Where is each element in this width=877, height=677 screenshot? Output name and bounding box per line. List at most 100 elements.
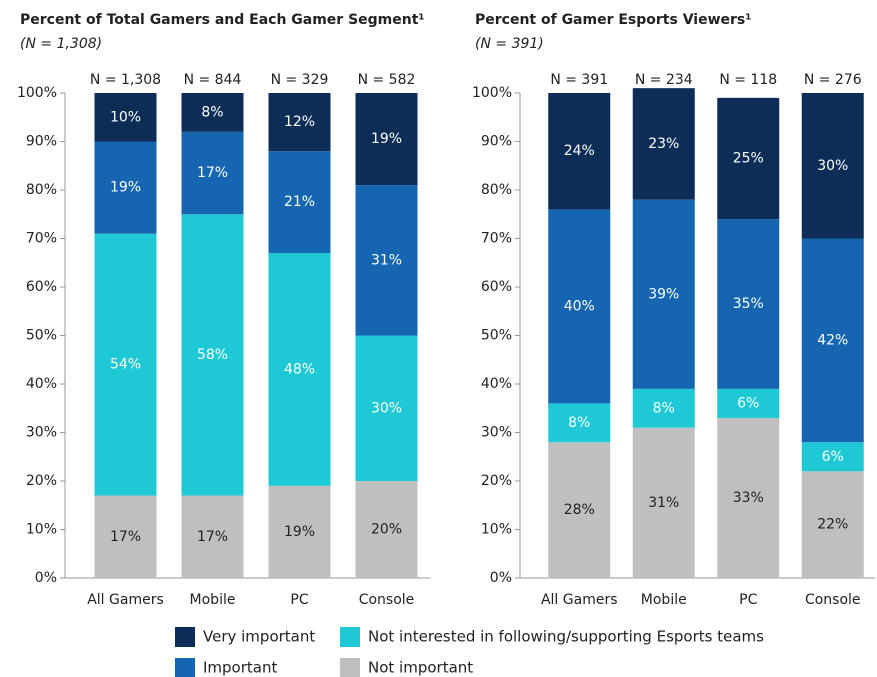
n-label: N = 844 (184, 72, 242, 88)
chart-title: Percent of Total Gamers and Each Gamer S… (20, 12, 425, 28)
value-label: 8% (201, 104, 223, 120)
bar-segment (632, 199, 695, 389)
y-tick-label: 70% (26, 231, 57, 247)
n-label: N = 391 (550, 72, 608, 88)
n-label: N = 329 (271, 72, 329, 88)
bar-segment (94, 141, 157, 234)
legend-swatch (340, 658, 360, 677)
x-tick-label: PC (739, 592, 757, 608)
y-tick-label: 60% (26, 279, 57, 295)
value-label: 54% (110, 357, 141, 373)
bar-segment (801, 442, 864, 472)
value-label: 19% (110, 180, 141, 196)
bar-segment (548, 403, 611, 443)
n-label: N = 234 (635, 72, 693, 88)
n-label: N = 118 (719, 72, 777, 88)
x-tick-label: PC (290, 592, 308, 608)
value-label: 31% (371, 252, 402, 268)
value-label: 25% (733, 150, 764, 166)
y-tick-label: 80% (26, 182, 57, 198)
y-tick-label: 40% (481, 376, 512, 392)
value-label: 17% (197, 165, 228, 181)
value-label: 35% (733, 296, 764, 312)
legend-label: Important (203, 659, 277, 677)
value-label: 24% (564, 143, 595, 159)
y-tick-label: 90% (481, 134, 512, 150)
y-tick-label: 20% (26, 473, 57, 489)
value-label: 30% (371, 400, 402, 416)
bar-segment (355, 93, 418, 186)
bar-segment (801, 93, 864, 239)
value-label: 20% (371, 522, 402, 538)
value-label: 48% (284, 361, 315, 377)
legend-swatch (175, 658, 195, 677)
bar-segment (548, 93, 611, 210)
legend-swatch (175, 627, 195, 647)
chart-subtitle: (N = 391) (475, 36, 544, 52)
value-label: 58% (197, 347, 228, 363)
bar-segment (268, 93, 331, 152)
value-label: 17% (110, 529, 141, 545)
value-label: 21% (284, 194, 315, 210)
value-label: 40% (564, 298, 595, 314)
legend-label: Not interested in following/supporting E… (368, 628, 764, 646)
bar-segment (548, 442, 611, 578)
bar-segment (355, 185, 418, 336)
bar-segment (717, 219, 780, 389)
y-tick-label: 30% (26, 425, 57, 441)
x-tick-label: Mobile (641, 592, 687, 608)
y-tick-label: 80% (481, 182, 512, 198)
bar-segment (632, 388, 695, 428)
value-label: 10% (110, 109, 141, 125)
bar-segment (268, 253, 331, 486)
bar-segment (268, 151, 331, 254)
value-label: 8% (568, 415, 590, 431)
bar-segment (268, 485, 331, 578)
bar-segment (181, 214, 244, 496)
bar-segment (801, 471, 864, 578)
legend-label: Not important (368, 659, 473, 677)
value-label: 19% (284, 524, 315, 540)
value-label: 8% (653, 400, 675, 416)
bar-segment (181, 131, 244, 215)
chart-title: Percent of Gamer Esports Viewers¹ (475, 12, 751, 28)
n-label: N = 582 (358, 72, 416, 88)
bar-segment (94, 93, 157, 142)
bar-segment (801, 238, 864, 443)
bar-segment (632, 88, 695, 200)
value-label: 6% (822, 449, 844, 465)
y-tick-label: 50% (26, 328, 57, 344)
n-label: N = 276 (804, 72, 862, 88)
bar-segment (717, 417, 780, 578)
chart-subtitle: (N = 1,308) (20, 36, 102, 52)
y-tick-label: 60% (481, 279, 512, 295)
value-label: 23% (648, 136, 679, 152)
bar-segment (181, 93, 244, 132)
y-tick-label: 0% (490, 570, 512, 586)
y-tick-label: 10% (26, 522, 57, 538)
x-tick-label: All Gamers (87, 592, 164, 608)
y-tick-label: 0% (35, 570, 57, 586)
bar-segment (548, 209, 611, 404)
bar-segment (717, 388, 780, 418)
y-tick-label: 50% (481, 328, 512, 344)
legend-swatch (340, 627, 360, 647)
y-tick-label: 100% (472, 85, 512, 101)
bar-segment (181, 495, 244, 578)
value-label: 6% (737, 395, 759, 411)
value-label: 17% (197, 529, 228, 545)
value-label: 39% (648, 286, 679, 302)
bar-segment (94, 233, 157, 496)
n-label: N = 1,308 (90, 72, 161, 88)
bar-segment (94, 495, 157, 578)
x-tick-label: Mobile (190, 592, 236, 608)
value-label: 42% (817, 332, 848, 348)
bar-segment (355, 335, 418, 481)
bar-segment (717, 97, 780, 220)
bar-segment (355, 481, 418, 578)
legend-label: Very important (203, 628, 315, 646)
value-label: 28% (564, 502, 595, 518)
bar-segment (632, 427, 695, 578)
y-tick-label: 100% (17, 85, 57, 101)
